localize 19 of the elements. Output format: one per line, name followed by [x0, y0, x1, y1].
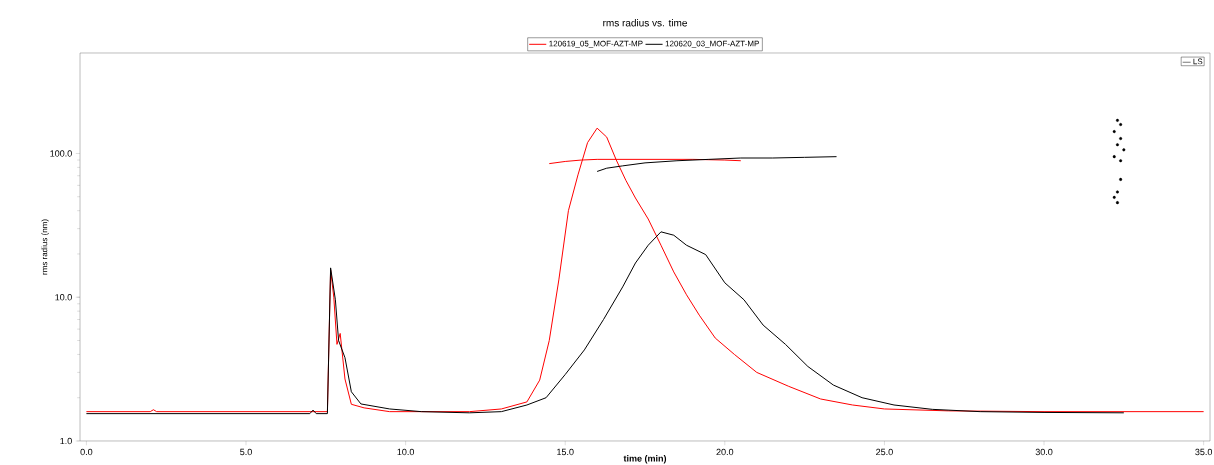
x-tick-label: 15.0 [557, 448, 574, 456]
y-axis-title: rms radius (nm) [41, 219, 49, 275]
legend-label: 120620_03_MOF-AZT-MP [665, 40, 759, 48]
x-tick-label: 0.0 [80, 448, 93, 456]
x-tick-label: 10.0 [397, 448, 415, 456]
y-tick-label: 1.0 [60, 437, 72, 445]
line-series [596, 156, 838, 172]
y-tick-label: 10.0 [55, 294, 72, 301]
x-tick-label: 25.0 [876, 448, 893, 456]
x-tick-label: 5.0 [240, 448, 252, 456]
x-tick-label: 35.0 [1195, 448, 1213, 456]
legend-label: 120619_05_MOF-AZT-MP [549, 40, 643, 48]
x-tick-label: 20.0 [716, 448, 734, 456]
x-tick-label: 30.0 [1035, 448, 1053, 456]
x-axis-title: time (min) [623, 455, 667, 464]
chart-title: rms radius vs. time [603, 19, 687, 27]
y-tick-label: 100.0 [50, 150, 72, 157]
line-series [85, 231, 1125, 415]
annotation: — LS [1182, 58, 1203, 65]
